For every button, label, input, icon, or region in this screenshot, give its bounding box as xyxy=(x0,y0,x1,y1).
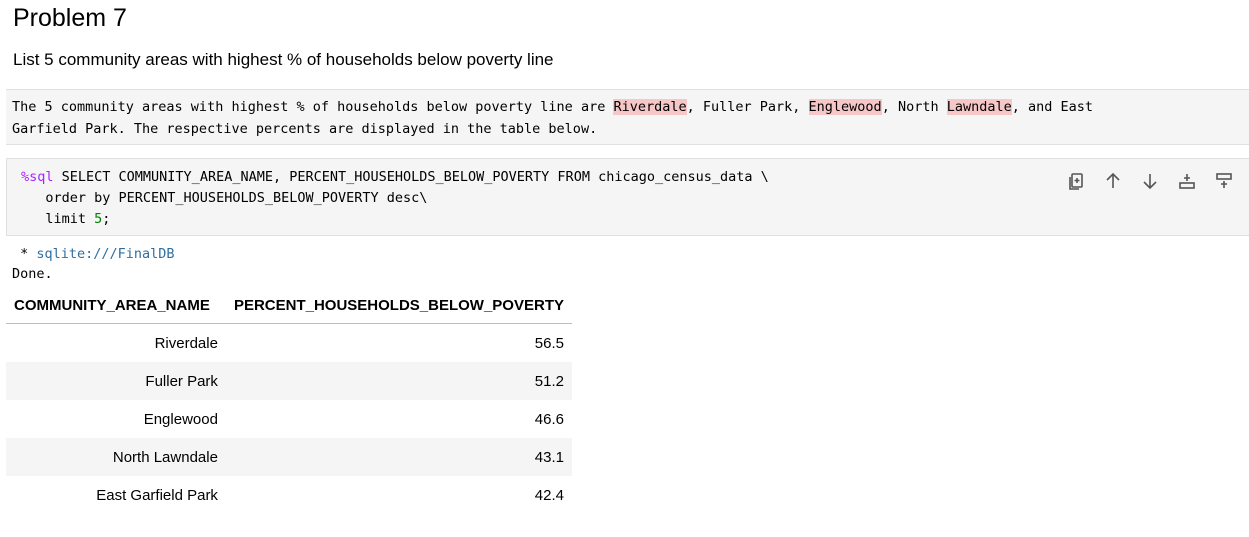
community-area-cell: Englewood xyxy=(143,410,218,428)
table-row: Riverdale 56.5 xyxy=(6,324,572,363)
arrow-down-icon xyxy=(1142,173,1157,189)
community-area-cell: Fuller Park xyxy=(6,362,226,400)
insert-below-icon xyxy=(1178,173,1195,189)
status-text: Done. xyxy=(12,266,53,282)
insert-above-icon xyxy=(1215,172,1232,188)
md-text: , and East xyxy=(1011,99,1094,115)
spellcheck-highlight: Lawndale xyxy=(946,99,1012,115)
table-row: North Lawndale 43.1 xyxy=(6,438,572,476)
percent-cell: 56.5 xyxy=(534,334,564,352)
arrow-up-icon xyxy=(1105,172,1120,188)
code-line-2: order by PERCENT_HOUSEHOLDS_BELOW_POVERT… xyxy=(21,190,428,206)
sql-magic: %sql xyxy=(21,169,54,185)
duplicate-cell-button[interactable] xyxy=(1064,169,1087,192)
column-header: PERCENT_HOUSEHOLDS_BELOW_POVERTY xyxy=(225,287,572,324)
spellcheck-highlight: Riverdale xyxy=(613,99,687,115)
spellcheck-highlight: Englewood xyxy=(808,99,882,115)
percent-cell: 43.1 xyxy=(225,438,572,476)
table-row: East Garfield Park 42.4 xyxy=(6,476,572,514)
code-text: SELECT COMMUNITY_AREA_NAME, PERCENT_HOUS… xyxy=(53,169,769,185)
connection-line: * sqlite:///FinalDB xyxy=(12,244,175,264)
table-header-row: COMMUNITY_AREA_NAME PERCENT_HOUSEHOLDS_B… xyxy=(6,287,572,324)
markdown-line-2: Garfield Park. The respective percents a… xyxy=(12,121,598,137)
connection-string: sqlite:///FinalDB xyxy=(36,246,175,262)
copy-icon xyxy=(1068,172,1083,190)
md-text: The 5 community areas with highest % of … xyxy=(12,99,614,115)
insert-cell-below-button[interactable] xyxy=(1175,169,1198,192)
insert-cell-above-button[interactable] xyxy=(1212,169,1235,192)
code-line-1: %sql SELECT COMMUNITY_AREA_NAME, PERCENT… xyxy=(21,167,1249,188)
cell-output: * sqlite:///FinalDB Done. xyxy=(12,244,175,284)
cell-toolbar xyxy=(1064,169,1235,192)
problem-description: List 5 community areas with highest % of… xyxy=(13,50,554,69)
community-area-cell: Riverdale xyxy=(154,334,218,352)
table-row: Fuller Park 51.2 xyxy=(6,362,572,400)
code-number: 5 xyxy=(94,211,103,227)
code-text: limit xyxy=(21,211,95,227)
markdown-line-1: The 5 community areas with highest % of … xyxy=(12,96,1249,118)
md-text: , North xyxy=(881,99,947,115)
column-header: COMMUNITY_AREA_NAME xyxy=(6,287,226,324)
community-area-cell: North Lawndale xyxy=(6,438,226,476)
percent-cell: 46.6 xyxy=(534,410,564,428)
table-row: Englewood 46.6 xyxy=(6,400,572,438)
result-table: COMMUNITY_AREA_NAME PERCENT_HOUSEHOLDS_B… xyxy=(6,287,572,514)
code-text: ; xyxy=(102,211,111,227)
markdown-cell[interactable]: The 5 community areas with highest % of … xyxy=(6,89,1249,145)
code-line-3: limit 5; xyxy=(21,209,1249,230)
conn-prefix: * xyxy=(12,246,37,262)
page-title: Problem 7 xyxy=(13,4,127,32)
percent-cell: 42.4 xyxy=(534,486,564,504)
code-cell-editor[interactable]: %sql SELECT COMMUNITY_AREA_NAME, PERCENT… xyxy=(6,158,1249,236)
percent-cell: 51.2 xyxy=(225,362,572,400)
md-text: , Fuller Park, xyxy=(686,99,809,115)
move-cell-up-button[interactable] xyxy=(1101,169,1124,192)
move-cell-down-button[interactable] xyxy=(1138,169,1161,192)
community-area-cell: East Garfield Park xyxy=(96,486,218,504)
